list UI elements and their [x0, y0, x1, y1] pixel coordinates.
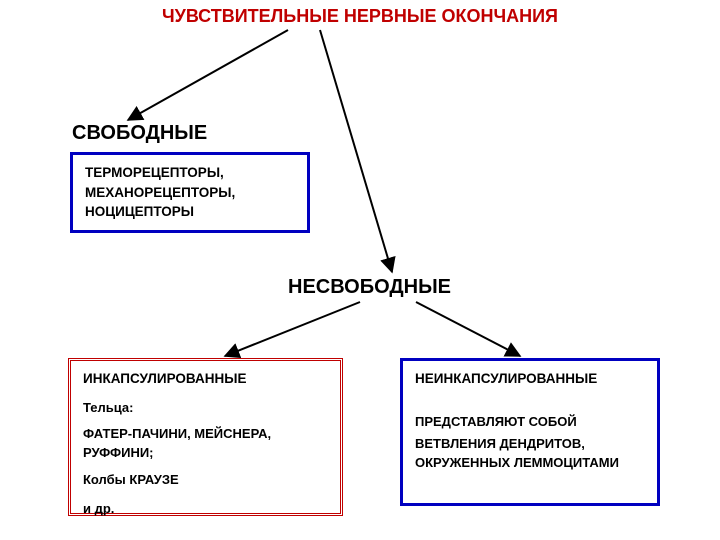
- arrow-title-to-free-heading: [128, 30, 288, 120]
- free-heading: СВОБОДНЫЕ: [72, 122, 207, 145]
- nonencaps-line2: ВЕТВЛЕНИЯ ДЕНДРИТОВ, ОКРУЖЕННЫХ ЛЕММОЦИТ…: [415, 435, 645, 473]
- encaps-box: ИНКАПСУЛИРОВАННЫЕ Тельца: ФАТЕР-ПАЧИНИ, …: [68, 358, 343, 516]
- arrow-nonfree-to-encaps-box: [225, 302, 360, 356]
- page-title: ЧУВСТВИТЕЛЬНЫЕ НЕРВНЫЕ ОКОНЧАНИЯ: [0, 6, 720, 27]
- free-box: ТЕРМОРЕЦЕПТОРЫ, МЕХАНОРЕЦЕПТОРЫ, НОЦИЦЕП…: [70, 152, 310, 233]
- encaps-line1: ФАТЕР-ПАЧИНИ, МЕЙСНЕРА, РУФФИНИ;: [83, 425, 328, 463]
- encaps-sub-label: Тельца:: [83, 399, 328, 418]
- free-box-line1: ТЕРМОРЕЦЕПТОРЫ,: [85, 163, 295, 183]
- encaps-line3: и др.: [83, 500, 328, 519]
- arrow-nonfree-to-nonencaps-box: [416, 302, 520, 356]
- encaps-head: ИНКАПСУЛИРОВАННЫЕ: [83, 369, 328, 389]
- arrow-title-to-nonfree-heading: [320, 30, 392, 272]
- encaps-line2: Колбы КРАУЗЕ: [83, 471, 328, 490]
- nonfree-heading: НЕСВОБОДНЫЕ: [288, 276, 451, 299]
- nonencaps-line1: ПРЕДСТАВЛЯЮТ СОБОЙ: [415, 413, 645, 432]
- free-box-line2: МЕХАНОРЕЦЕПТОРЫ,: [85, 183, 295, 203]
- nonencaps-box: НЕИНКАПСУЛИРОВАННЫЕ ПРЕДСТАВЛЯЮТ СОБОЙ В…: [400, 358, 660, 506]
- nonencaps-head: НЕИНКАПСУЛИРОВАННЫЕ: [415, 369, 645, 389]
- free-box-line3: НОЦИЦЕПТОРЫ: [85, 202, 295, 222]
